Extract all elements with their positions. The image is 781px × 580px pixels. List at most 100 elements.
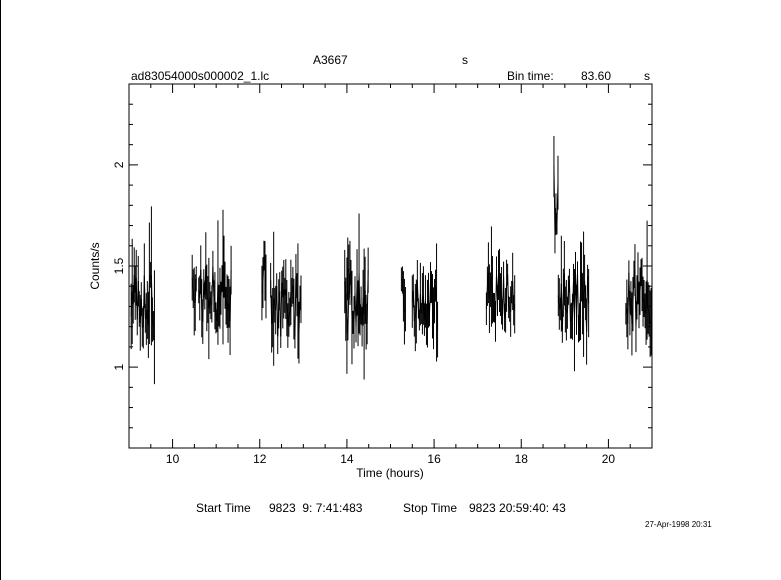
light-curve-step — [270, 280, 273, 325]
light-curve-step — [513, 304, 516, 311]
light-curve-step — [150, 274, 152, 277]
light-curve-step — [587, 275, 590, 304]
light-curve-step — [298, 297, 301, 333]
start-time-value: 9823 9: 7:41:483 — [269, 501, 363, 515]
light-curve-step — [401, 279, 404, 297]
light-curve-step — [280, 282, 283, 337]
light-curve-step — [579, 290, 582, 323]
x-axis-label: Time (hours) — [356, 466, 424, 480]
light-curve-step — [497, 275, 500, 301]
object-name: A3667 — [313, 53, 348, 67]
light-curve-step — [414, 311, 417, 318]
light-curve-step — [221, 276, 224, 279]
light-curve-step — [646, 280, 649, 309]
light-curve-step — [153, 325, 155, 328]
light-curve-step — [295, 275, 298, 295]
light-curve-step — [350, 272, 353, 318]
light-curve-step — [224, 285, 227, 306]
light-curve-step — [566, 290, 569, 313]
light-curve-step — [632, 274, 635, 305]
x-tick-label: 12 — [253, 452, 267, 466]
light-curve-step — [412, 290, 415, 321]
light-curve-step — [273, 298, 276, 306]
light-curve-step — [147, 283, 150, 325]
light-curve-step — [213, 296, 216, 301]
light-curve-step — [192, 288, 195, 302]
stop-time-value: 9823 20:59:40: 43 — [469, 501, 566, 515]
light-curve-step — [271, 317, 274, 325]
light-curve-step — [200, 269, 203, 309]
light-curve-step — [194, 278, 197, 303]
bin-time-label: Bin time: — [507, 69, 554, 83]
light-curve-step — [403, 308, 406, 312]
light-curve-step — [586, 275, 589, 332]
light-curve-step — [557, 295, 560, 305]
light-curve-step — [641, 284, 644, 302]
light-curve-step — [510, 292, 513, 312]
light-curve-step — [584, 281, 587, 303]
light-curve-step — [218, 298, 221, 306]
light-curve-step — [364, 290, 367, 323]
light-curve-step — [631, 304, 634, 324]
light-curve-step — [647, 307, 650, 311]
light-curve-step — [431, 287, 434, 307]
light-curve-step — [561, 292, 564, 331]
light-curve-step — [420, 303, 423, 314]
light-curve-step — [428, 282, 431, 315]
light-curve-step — [294, 275, 297, 337]
light-curve-step — [436, 302, 439, 330]
light-curve-step — [287, 314, 290, 326]
y-tick-label: 1 — [112, 363, 126, 370]
light-curve-step — [577, 272, 580, 329]
light-curve-step — [191, 277, 194, 289]
light-curve-step — [628, 272, 631, 314]
light-curve-step — [148, 274, 151, 284]
light-curve-step — [508, 306, 511, 310]
light-curve-step — [205, 265, 208, 298]
light-curve-step — [568, 280, 571, 322]
light-curve-step — [490, 276, 493, 290]
light-curve-step — [402, 296, 405, 312]
light-curve-step — [210, 303, 213, 306]
light-curve-step — [202, 283, 205, 322]
light-curve-step — [223, 266, 226, 286]
light-curve-step — [347, 268, 350, 272]
light-curve-step — [433, 301, 436, 319]
light-curve-step — [296, 294, 299, 302]
light-curve-step — [581, 271, 584, 304]
chart-marks — [130, 135, 652, 385]
stop-time-label: Stop Time — [403, 501, 458, 515]
light-curve-step — [488, 289, 491, 299]
light-curve-step — [229, 270, 232, 321]
light-curve-step — [217, 282, 220, 306]
light-curve-step — [277, 303, 280, 337]
light-curve-step — [261, 282, 264, 294]
light-curve-step — [499, 280, 502, 295]
light-curve-step — [435, 285, 438, 303]
light-curve-step — [137, 281, 140, 310]
object-unit: s — [462, 53, 468, 67]
light-curve-step — [264, 270, 267, 287]
light-curve-step — [292, 285, 295, 310]
light-curve-step — [553, 166, 556, 231]
light-curve-step — [491, 289, 494, 308]
light-curve-step — [272, 298, 275, 318]
light-curve-step — [209, 297, 212, 306]
light-curve-step — [358, 273, 361, 320]
light-curve-step — [505, 285, 508, 311]
light-curve-step — [430, 282, 432, 288]
light-curve-step — [512, 281, 515, 311]
light-curve-step — [416, 280, 419, 309]
light-curve-step — [401, 278, 403, 281]
light-curve-step — [425, 313, 428, 325]
light-curve-step — [151, 319, 154, 326]
bin-time-unit: s — [644, 69, 650, 83]
light-curve-step — [143, 275, 146, 319]
light-curve-step — [140, 299, 143, 328]
light-curve-step — [565, 309, 567, 311]
light-curve-step — [500, 294, 502, 297]
light-curve-step — [570, 316, 573, 321]
light-curve-step — [206, 297, 209, 300]
